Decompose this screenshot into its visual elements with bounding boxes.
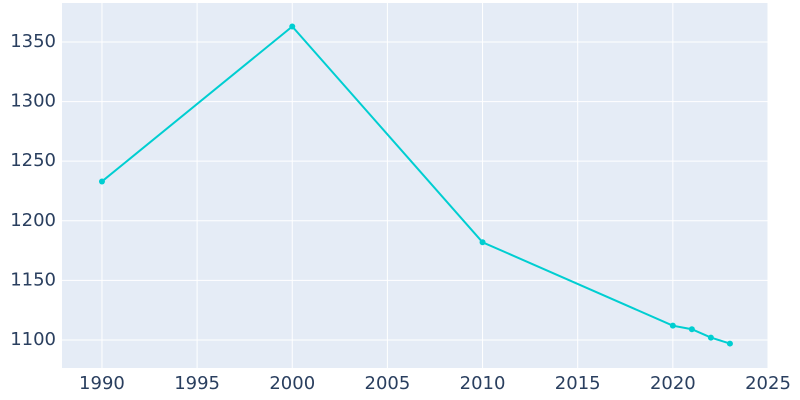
x-tick-label: 2005	[365, 373, 411, 394]
y-tick-label: 1250	[10, 150, 56, 171]
y-tick-label: 1300	[10, 91, 56, 112]
point	[669, 322, 676, 329]
plot-area	[62, 3, 768, 368]
x-tick-label: 2020	[650, 373, 696, 394]
point	[707, 334, 714, 341]
x-tick-label: 2010	[460, 373, 506, 394]
x-tick-label: 1995	[174, 373, 220, 394]
point	[726, 340, 733, 347]
x-tick-label: 2000	[269, 373, 315, 394]
y-tick-label: 1150	[10, 269, 56, 290]
point	[688, 326, 695, 333]
point	[479, 239, 486, 246]
y-tick-label: 1350	[10, 31, 56, 52]
y-tick-label: 1200	[10, 210, 56, 231]
y-tick-label: 1100	[10, 329, 56, 350]
x-tick-label: 2025	[745, 373, 791, 394]
x-tick-label: 2015	[555, 373, 601, 394]
x-tick-label: 1990	[79, 373, 125, 394]
point	[289, 23, 296, 30]
point	[98, 178, 105, 185]
